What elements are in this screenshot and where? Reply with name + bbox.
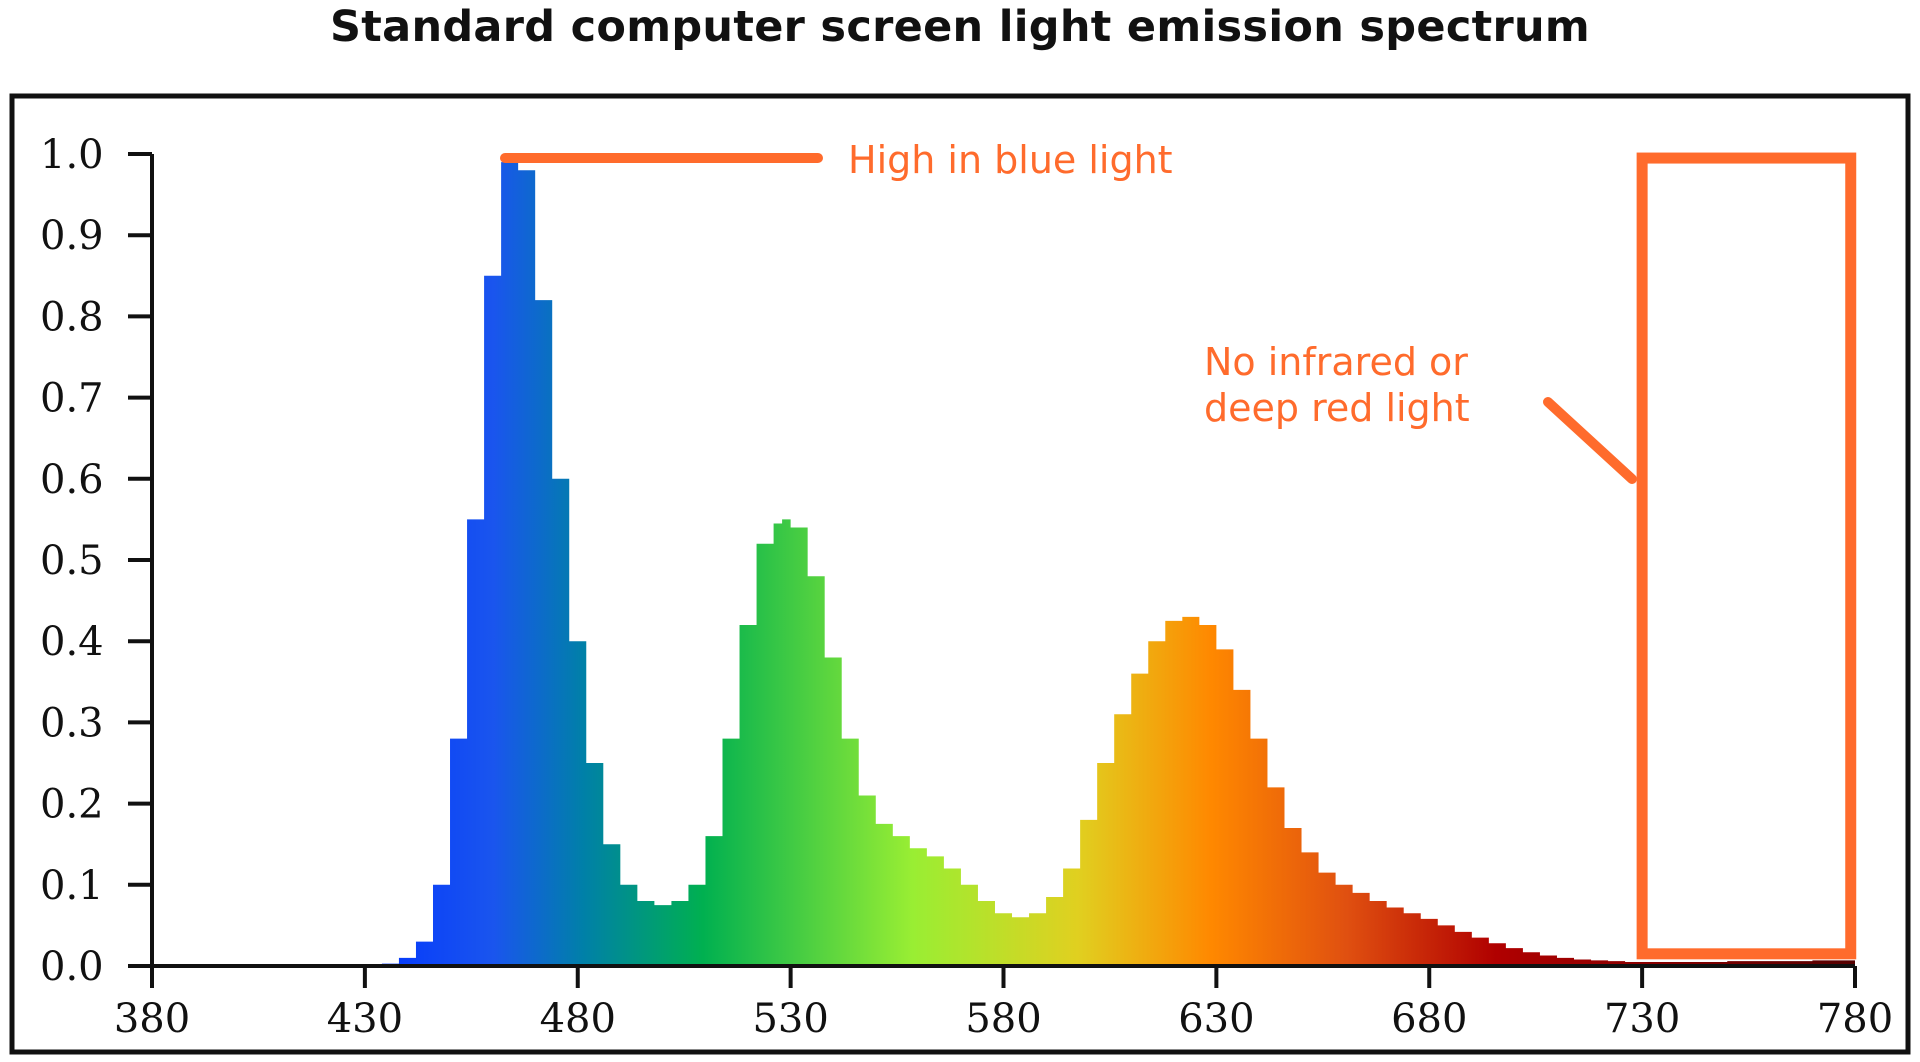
chart-frame <box>9 93 1911 1055</box>
y-tick-label: 0.3 <box>40 700 104 746</box>
x-tick-label: 380 <box>114 996 190 1042</box>
y-tick-label: 0.7 <box>40 376 104 422</box>
x-tick-label: 780 <box>1817 996 1893 1042</box>
deep-red-highlight-box <box>1636 152 1857 960</box>
x-tick-label: 530 <box>752 996 828 1042</box>
y-tick-label: 0.2 <box>40 782 104 828</box>
spectrum-area <box>152 154 1855 966</box>
x-tick-label: 680 <box>1391 996 1467 1042</box>
axes: 0.0 0.1 0.2 0.3 0.4 0.5 0.6 0.7 0.8 0.9 1.0 380 430 4… <box>40 132 1893 1042</box>
chart-title: Standard computer screen light emission … <box>330 2 1590 52</box>
y-tick-label: 0.1 <box>40 863 104 909</box>
x-tick-label: 580 <box>965 996 1041 1042</box>
plot-area <box>152 154 1855 966</box>
x-tick-label: 730 <box>1604 996 1680 1042</box>
x-tick-label: 480 <box>540 996 616 1042</box>
y-tick-label: 0.4 <box>40 619 104 665</box>
annotation-no-infrared-line-1: No infrared or <box>1204 340 1468 384</box>
y-tick-label: 0.6 <box>40 457 104 503</box>
y-tick-label: 0.8 <box>40 294 104 340</box>
y-tick-label: 0.5 <box>40 538 104 584</box>
annotation-blue-light: High in blue light <box>848 138 1173 182</box>
y-tick-label: 0.9 <box>40 213 104 259</box>
x-tick-label: 430 <box>327 996 403 1042</box>
y-tick-label: 0.0 <box>40 944 104 990</box>
x-tick-label: 630 <box>1178 996 1254 1042</box>
annotation-no-infrared-line-2: deep red light <box>1204 386 1470 430</box>
deep-red-pointer <box>1543 397 1637 484</box>
y-tick-label: 1.0 <box>40 132 104 178</box>
